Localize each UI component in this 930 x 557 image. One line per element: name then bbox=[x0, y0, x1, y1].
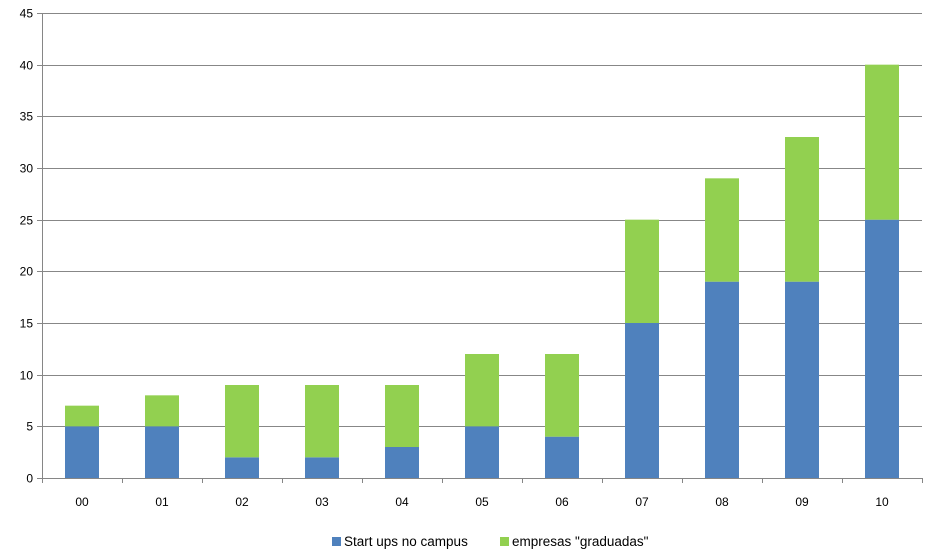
bar-empresas-graduadas bbox=[465, 354, 499, 427]
y-tick-label: 5 bbox=[26, 420, 33, 434]
legend-swatch bbox=[332, 537, 341, 546]
bar-empresas-graduadas bbox=[625, 219, 659, 323]
bar-empresas-graduadas bbox=[305, 385, 339, 458]
bar-start-ups bbox=[545, 436, 579, 478]
bar-start-ups bbox=[865, 219, 899, 478]
bar-start-ups bbox=[305, 457, 339, 478]
bar-empresas-graduadas bbox=[865, 64, 899, 220]
bar-empresas-graduadas bbox=[65, 405, 99, 427]
bar-start-ups bbox=[225, 457, 259, 478]
legend-label: Start ups no campus bbox=[344, 534, 468, 549]
bar-empresas-graduadas bbox=[705, 178, 739, 282]
bar-start-ups bbox=[625, 323, 659, 478]
y-tick-label: 35 bbox=[20, 110, 34, 124]
x-tick-label: 07 bbox=[635, 495, 649, 509]
bar-start-ups bbox=[785, 281, 819, 478]
y-axis-ticks: 0 5 10 15 20 25 30 35 40 45 bbox=[20, 7, 34, 486]
x-tick-label: 00 bbox=[75, 495, 89, 509]
bar-empresas-graduadas bbox=[145, 395, 179, 427]
bar-empresas-graduadas bbox=[225, 385, 259, 458]
x-tick-label: 04 bbox=[395, 495, 409, 509]
bar-start-ups bbox=[465, 426, 499, 478]
gridlines bbox=[37, 13, 922, 479]
x-tick-label: 09 bbox=[795, 495, 809, 509]
x-tick-label: 08 bbox=[715, 495, 729, 509]
y-tick-label: 45 bbox=[20, 7, 34, 21]
x-tick-label: 02 bbox=[235, 495, 249, 509]
bar-start-ups bbox=[385, 447, 419, 478]
legend: Start ups no campus empresas "graduadas" bbox=[332, 534, 649, 549]
x-tick-label: 10 bbox=[875, 495, 889, 509]
y-tick-label: 20 bbox=[20, 265, 34, 279]
x-tick-label: 01 bbox=[155, 495, 169, 509]
bar-empresas-graduadas bbox=[545, 354, 579, 437]
y-tick-label: 10 bbox=[20, 369, 34, 383]
legend-swatch bbox=[500, 537, 509, 546]
y-tick-label: 30 bbox=[20, 162, 34, 176]
x-tick-label: 03 bbox=[315, 495, 329, 509]
x-axis: 00 01 02 03 04 05 06 07 08 09 10 bbox=[42, 13, 923, 509]
bars bbox=[65, 64, 899, 478]
y-tick-label: 25 bbox=[20, 214, 34, 228]
y-tick-label: 0 bbox=[26, 472, 33, 486]
x-tick-label: 05 bbox=[475, 495, 489, 509]
y-tick-label: 40 bbox=[20, 59, 34, 73]
legend-label: empresas "graduadas" bbox=[512, 534, 649, 549]
bar-start-ups bbox=[145, 426, 179, 478]
bar-empresas-graduadas bbox=[785, 137, 819, 282]
bar-empresas-graduadas bbox=[385, 385, 419, 447]
bar-start-ups bbox=[65, 426, 99, 478]
x-tick-label: 06 bbox=[555, 495, 569, 509]
y-tick-label: 15 bbox=[20, 317, 34, 331]
bar-start-ups bbox=[705, 281, 739, 478]
